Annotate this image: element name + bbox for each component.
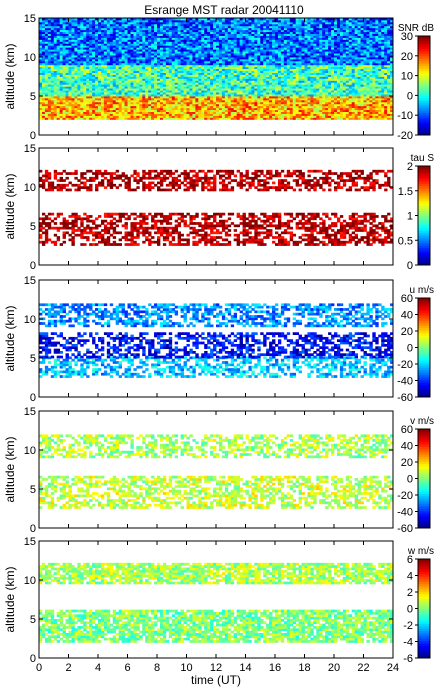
heatmap-SNR	[39, 18, 393, 120]
figure-title: Esrange MST radar 20041110	[144, 3, 304, 17]
